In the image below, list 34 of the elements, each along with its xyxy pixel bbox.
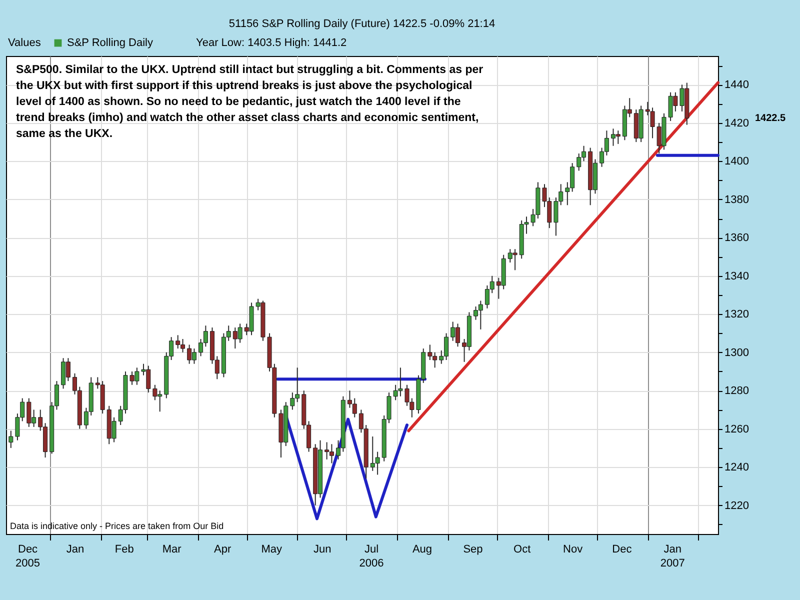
y-tick-label: 1340 bbox=[724, 270, 749, 282]
y-tick-label: 1380 bbox=[724, 194, 749, 206]
x-tick-label: Jan 2007 bbox=[660, 544, 685, 570]
y-tick-label: 1320 bbox=[724, 308, 749, 321]
candlestick bbox=[8, 430, 14, 448]
y-tick-label: 1440 bbox=[724, 79, 749, 92]
x-tick-label: Sep bbox=[463, 544, 483, 556]
annotation: S&P500. Similar to the UKX. Uptrend still intact but struggling a bit. Comments as per the UKX but with first support if this uptrend breaks is just above the psychological level of 1400 as shown. So no need to be pedantic, just watch the 1400 level if the trend breaks (imho) and watch the other asset class charts and economic sentiment, same as the UKX. bbox=[16, 64, 484, 140]
chart-subtitle: Year Low: 1403.5 High: 1441.2 bbox=[196, 37, 347, 49]
x-tick-label: Apr bbox=[214, 544, 232, 556]
x-tick-label: Jun bbox=[314, 544, 332, 556]
y-tick-label: 1280 bbox=[724, 385, 749, 398]
legend-label: S&P Rolling Daily bbox=[67, 37, 154, 49]
chart-title: 51156 S&P Rolling Daily (Future) 1422.5 -0.09% 21:14 bbox=[228, 18, 496, 30]
x-tick-label: Jan bbox=[66, 544, 84, 556]
x-tick-label: Dec 2005 bbox=[16, 544, 40, 570]
x-tick-label: Feb bbox=[114, 544, 134, 556]
y-tick-label: 1420 bbox=[724, 117, 749, 130]
y-tick-label: 1240 bbox=[724, 462, 749, 474]
x-tick-label: Nov bbox=[563, 544, 584, 556]
x-tick-label: Jul 2006 bbox=[359, 544, 384, 570]
y-tick-label: 1360 bbox=[724, 232, 749, 244]
x-tick-label: Aug bbox=[412, 544, 432, 556]
x-tick-label: Mar bbox=[162, 544, 182, 556]
x-tick-label: Dec bbox=[612, 544, 632, 556]
text: 1422.5 bbox=[755, 113, 786, 124]
x-tick-label: Oct bbox=[514, 544, 531, 556]
y-axis-title: Values bbox=[8, 37, 42, 49]
annotation: Data is indicative only - Prices are taken from Our Bid bbox=[10, 521, 224, 531]
y-tick-label: 1400 bbox=[724, 156, 749, 168]
y-tick-label: 1300 bbox=[724, 346, 749, 359]
y-tick-label: 1220 bbox=[724, 500, 749, 512]
x-tick-label: May bbox=[261, 544, 283, 556]
y-tick-label: 1260 bbox=[724, 423, 749, 436]
